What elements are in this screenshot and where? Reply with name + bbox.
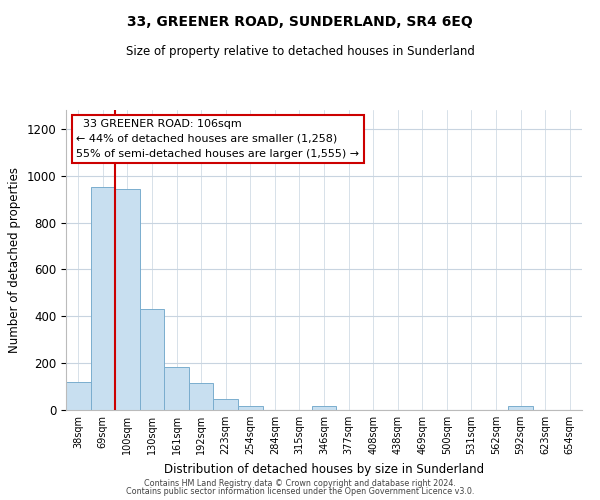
Bar: [164, 366, 189, 410]
Bar: [508, 406, 533, 410]
Bar: [189, 383, 214, 410]
Bar: [115, 188, 140, 410]
Y-axis label: Number of detached properties: Number of detached properties: [8, 167, 21, 353]
Bar: [91, 188, 115, 410]
Bar: [140, 309, 164, 410]
Text: Size of property relative to detached houses in Sunderland: Size of property relative to detached ho…: [125, 45, 475, 58]
Text: Contains HM Land Registry data © Crown copyright and database right 2024.: Contains HM Land Registry data © Crown c…: [144, 478, 456, 488]
Bar: [66, 382, 91, 410]
Text: Contains public sector information licensed under the Open Government Licence v3: Contains public sector information licen…: [126, 487, 474, 496]
Text: 33 GREENER ROAD: 106sqm
← 44% of detached houses are smaller (1,258)
55% of semi: 33 GREENER ROAD: 106sqm ← 44% of detache…: [76, 119, 359, 158]
Bar: [238, 406, 263, 410]
X-axis label: Distribution of detached houses by size in Sunderland: Distribution of detached houses by size …: [164, 462, 484, 475]
Bar: [214, 399, 238, 410]
Bar: [312, 406, 336, 410]
Text: 33, GREENER ROAD, SUNDERLAND, SR4 6EQ: 33, GREENER ROAD, SUNDERLAND, SR4 6EQ: [127, 15, 473, 29]
